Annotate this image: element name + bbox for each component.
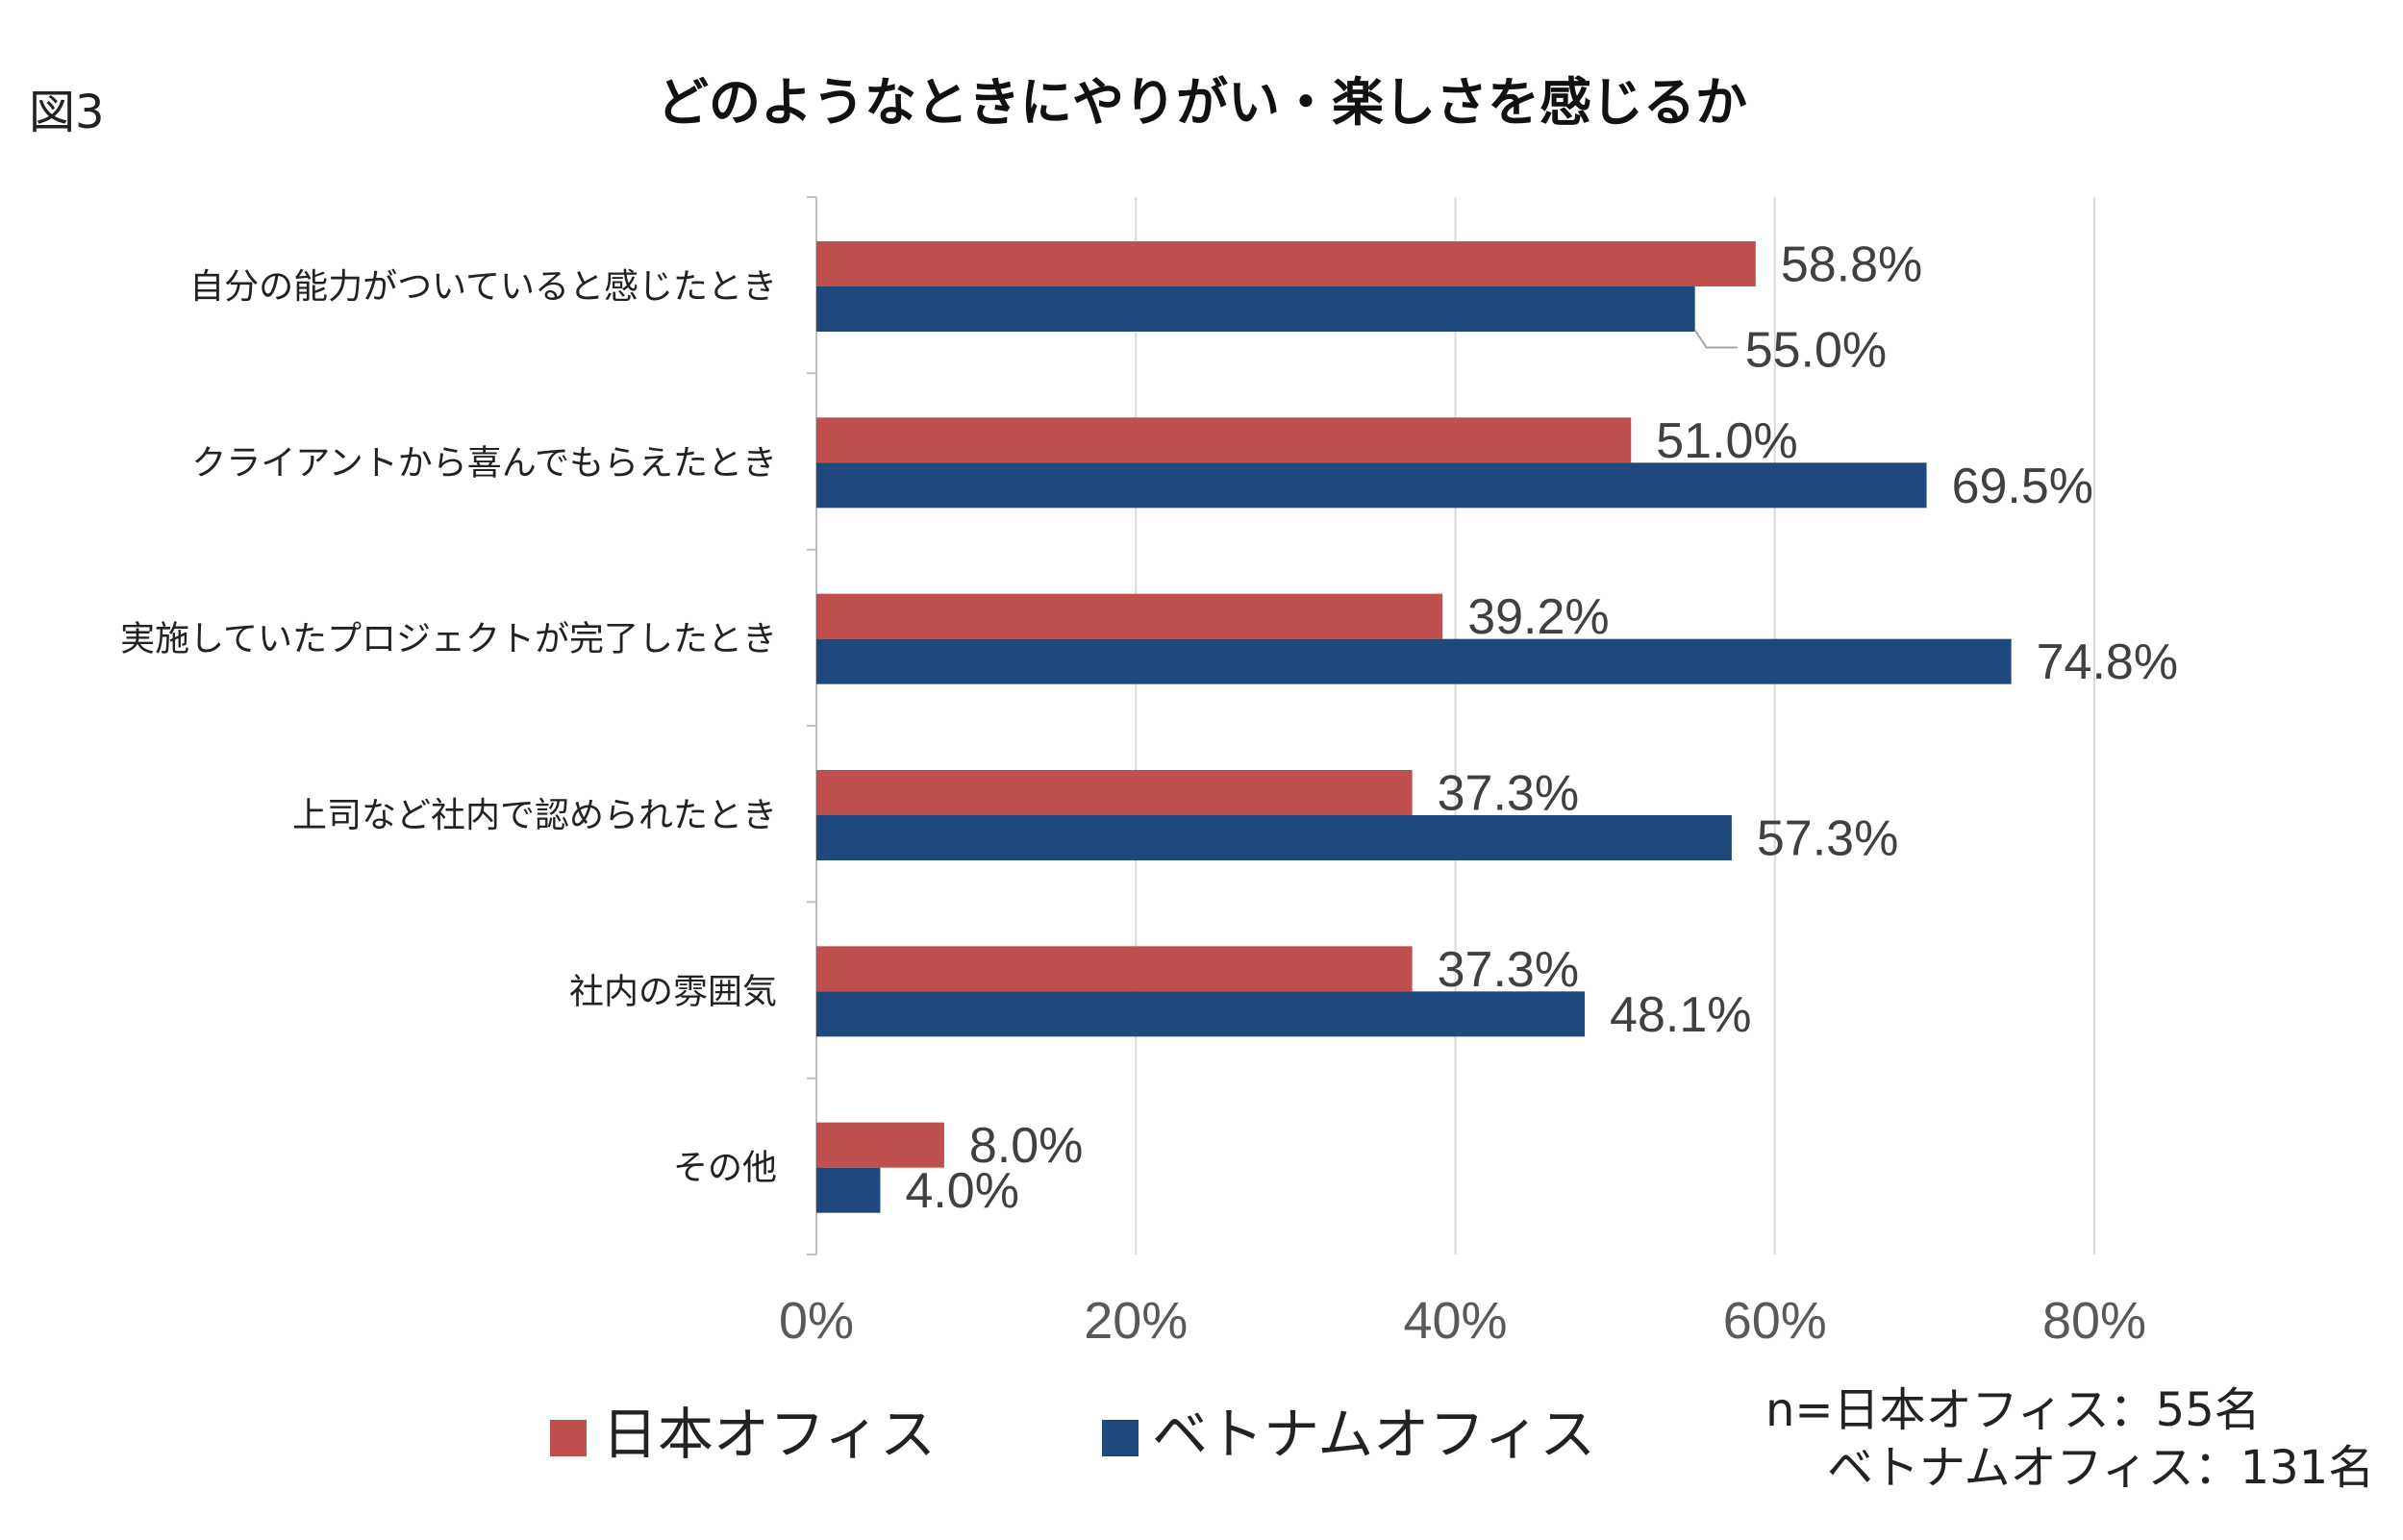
tick-label: 0% [779,1292,854,1350]
figure-label: 図3 [29,86,105,139]
chart-title: どのようなときにやりがい・楽しさを感じるか [657,72,1747,133]
legend-label-vietnam: ベトナムオフィス [1152,1402,1595,1467]
data-label-vietnam-skill: 55.0% [1745,323,1887,379]
category-label-atmosphere: 社内の雰囲気 [569,972,777,1011]
data-labels: 58.8% 55.0% 51.0% 69.5% 39.2% 74.8% 37.3% 57.3%… [905,237,2178,1220]
category-label-client: クライアントから喜んでもらえたとき [191,443,777,483]
sample-size-line1: n=日本オフィス：55名 [1765,1383,2261,1437]
data-label-japan-project: 39.2% [1467,589,1609,645]
legend-label-japan: 日本オフィス [602,1402,936,1467]
sample-size-line2: ベトナムオフィス：131名 [1827,1441,2374,1495]
tick-label: 20% [1084,1292,1188,1350]
gridlines [1135,197,2095,1254]
bar-vietnam-project [816,638,2012,684]
bar-japan-skill [816,241,1756,286]
bar-japan-project [816,593,1443,639]
data-label-japan-skill: 58.8% [1781,237,1922,293]
tick-label: 40% [1403,1292,1507,1350]
data-label-vietnam-boss: 57.3% [1757,811,1898,867]
category-label-other: その他 [673,1149,777,1188]
data-label-japan-boss: 37.3% [1438,766,1579,822]
tick-label: 60% [1723,1292,1827,1350]
bars [816,241,2012,1213]
legend-swatch-japan [550,1420,587,1456]
leader-line [1693,329,1738,349]
bar-vietnam-skill [816,286,1695,332]
tick-labels: 0% 20% 40% 60% 80% [779,1292,2146,1350]
value-axis [807,196,817,1255]
category-label-skill: 自分の能力がついていると感じたとき [189,267,777,307]
legend: 日本オフィス ベトナムオフィス [550,1402,1595,1467]
data-label-vietnam-atmosphere: 48.1% [1610,987,1751,1043]
bar-japan-atmosphere [816,946,1413,992]
data-label-vietnam-other: 4.0% [905,1163,1019,1219]
bar-vietnam-boss [816,815,1732,860]
data-label-vietnam-client: 69.5% [1952,459,2093,514]
data-label-japan-atmosphere: 37.3% [1438,942,1579,998]
category-label-boss: 上司など社内で認められたとき [292,796,777,835]
bar-vietnam-other [816,1167,881,1213]
bar-vietnam-client [816,462,1927,509]
data-label-vietnam-project: 74.8% [2037,634,2178,690]
tick-label: 80% [2042,1292,2146,1350]
bar-japan-client [816,417,1632,463]
category-label-project: 実施していたプロジェクトが完了したとき [120,620,777,659]
bar-japan-other [816,1122,944,1168]
bar-japan-boss [816,770,1413,815]
bar-vietnam-atmosphere [816,991,1586,1037]
legend-swatch-vietnam [1102,1420,1139,1456]
data-label-japan-client: 51.0% [1656,413,1797,469]
category-labels: 自分の能力がついていると感じたときクライアントから喜んでもらえたとき実施していた… [120,267,777,1188]
data-label-japan-other: 8.0% [969,1118,1084,1174]
